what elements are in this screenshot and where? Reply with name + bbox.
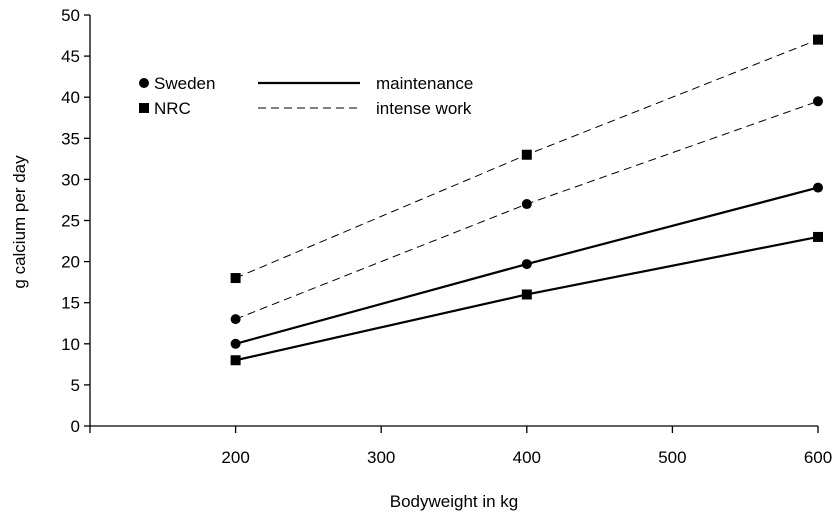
data-point (230, 338, 241, 349)
y-tick-label: 20 (61, 253, 80, 272)
y-tick-label: 25 (61, 212, 80, 231)
legend-label-maintenance: maintenance (376, 74, 473, 93)
data-point (521, 289, 532, 300)
x-axis-title: Bodyweight in kg (390, 492, 519, 511)
y-tick-label: 50 (61, 6, 80, 25)
y-tick-label: 35 (61, 129, 80, 148)
y-axis-title: g calcium per day (10, 155, 29, 289)
x-tick-label: 600 (804, 448, 832, 467)
data-point (521, 199, 532, 210)
y-tick-label: 5 (71, 376, 80, 395)
y-tick-label: 15 (61, 294, 80, 313)
y-tick-label: 30 (61, 170, 80, 189)
y-tick-label: 0 (71, 417, 80, 436)
series-sweden-intense-work (230, 96, 823, 325)
data-point (230, 273, 241, 284)
x-tick-label: 200 (221, 448, 249, 467)
series-nrc-intense-work (230, 34, 823, 284)
data-point (813, 182, 823, 193)
data-point (813, 96, 823, 107)
legend-label-intense-work: intense work (376, 99, 472, 118)
legend-label-nrc: NRC (154, 99, 191, 118)
x-tick-label: 400 (513, 448, 541, 467)
data-point (230, 355, 241, 366)
data-point (813, 231, 823, 242)
series-sweden-maintenance (230, 182, 823, 349)
legend-marker-sweden (139, 78, 149, 88)
x-tick-label: 300 (367, 448, 395, 467)
data-point (521, 149, 532, 160)
series-layer (230, 34, 823, 366)
y-tick-label: 40 (61, 88, 80, 107)
legend-marker-nrc (139, 103, 149, 113)
legend-label-sweden: Sweden (154, 74, 215, 93)
legend: Sweden NRC maintenance intense work (139, 74, 473, 118)
series-nrc-maintenance (230, 231, 823, 366)
data-point (813, 34, 823, 45)
data-point (521, 259, 532, 270)
axes: 0 5 10 15 20 25 30 35 40 45 50 200 300 400 500 600 (61, 6, 832, 467)
x-tick-label: 500 (658, 448, 686, 467)
data-point (230, 314, 241, 325)
y-tick-label: 45 (61, 47, 80, 66)
y-tick-label: 10 (61, 335, 80, 354)
